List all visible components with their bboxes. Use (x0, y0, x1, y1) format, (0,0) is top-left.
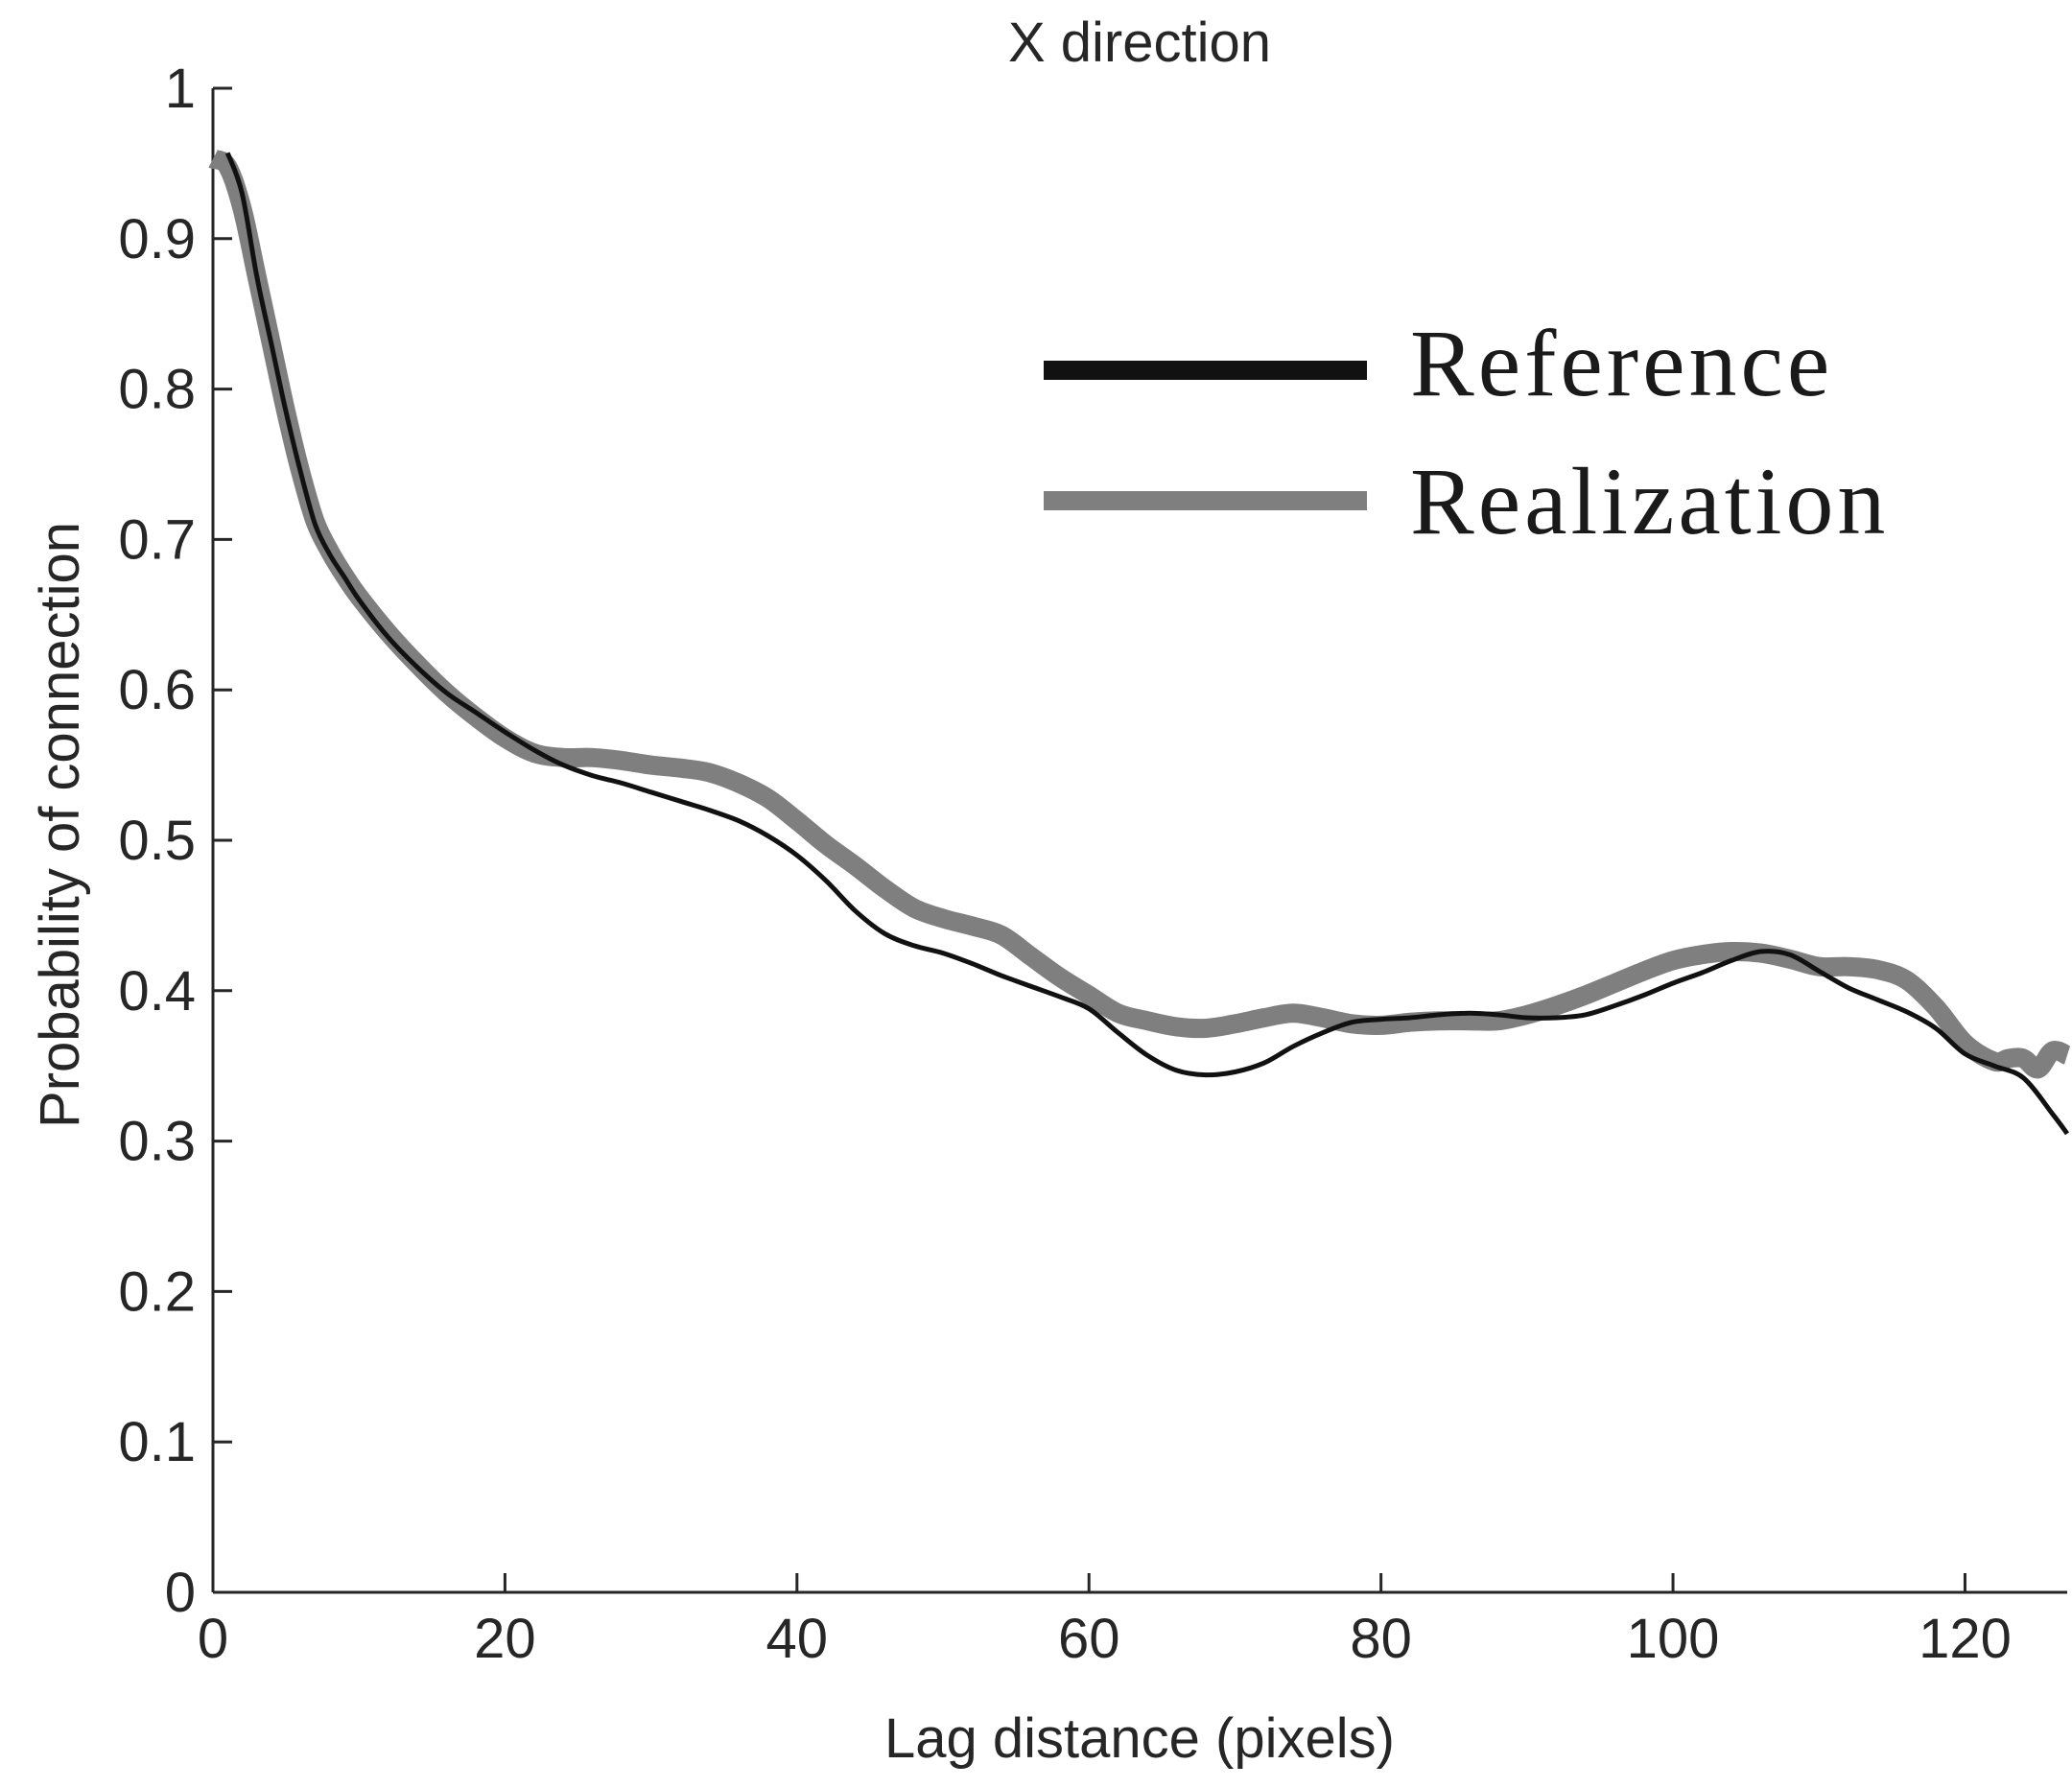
x-tick-label: 120 (1919, 1608, 2012, 1670)
legend: Reference Realization (1044, 310, 1889, 554)
x-axis-ticks: 0 20 40 60 80 100 120 (198, 1573, 2012, 1670)
y-tick-label: 0.1 (118, 1411, 196, 1473)
y-tick-label: 0.4 (118, 960, 196, 1023)
chart-title: X direction (1008, 12, 1271, 74)
plot-area (208, 150, 2072, 1136)
y-tick-label: 0.5 (118, 810, 196, 872)
y-tick-label: 1 (165, 58, 196, 120)
y-tick-label: 0.9 (118, 208, 196, 271)
series-line-realization (208, 150, 2072, 1079)
x-tick-label: 80 (1350, 1608, 1412, 1670)
y-tick-label: 0.6 (118, 659, 196, 721)
y-axis-label: Probability of connection (29, 522, 91, 1128)
y-axis-ticks: 0 0.1 0.2 0.3 0.4 0.5 0.6 0.7 0.8 0.9 1 (118, 58, 232, 1624)
y-tick-label: 0.3 (118, 1111, 196, 1173)
x-tick-label: 0 (198, 1608, 228, 1670)
series-line-reference (224, 152, 2070, 1136)
x-tick-label: 40 (766, 1608, 829, 1670)
y-tick-label: 0.7 (118, 508, 196, 571)
legend-label-realization: Realization (1410, 448, 1889, 554)
x-axis-label: Lag distance (pixels) (884, 1707, 1395, 1770)
x-tick-label: 60 (1058, 1608, 1120, 1670)
y-tick-label: 0.2 (118, 1260, 196, 1323)
y-tick-label: 0 (165, 1562, 196, 1624)
x-tick-label: 20 (474, 1608, 536, 1670)
x-tick-label: 100 (1627, 1608, 1720, 1670)
y-tick-label: 0.8 (118, 359, 196, 421)
legend-label-reference: Reference (1410, 310, 1833, 416)
